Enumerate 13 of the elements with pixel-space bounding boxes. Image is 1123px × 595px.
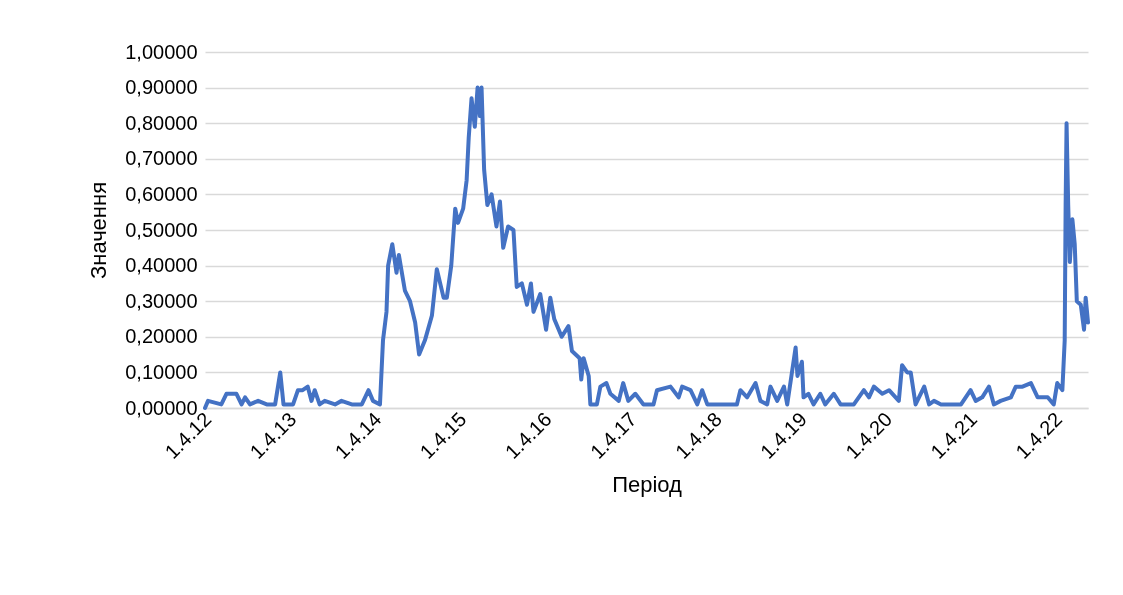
x-axis-title: Період bbox=[612, 471, 683, 497]
y-tick-label: 1,00000 bbox=[125, 40, 198, 63]
y-tick-label: 0,80000 bbox=[125, 111, 198, 134]
line-series bbox=[203, 85, 1090, 410]
y-tick-label: 0,90000 bbox=[125, 76, 198, 99]
y-tick-label: 0,70000 bbox=[125, 147, 198, 170]
y-tick-label: 0,50000 bbox=[125, 218, 198, 241]
y-tick-label: 0,60000 bbox=[125, 182, 198, 205]
y-tick-label: 0,20000 bbox=[125, 325, 198, 348]
y-tick-label: 0,10000 bbox=[125, 360, 198, 383]
y-tick-label: 0,40000 bbox=[125, 254, 198, 277]
y-tick-label: 0,30000 bbox=[125, 289, 198, 312]
y-axis-title: Значення bbox=[86, 181, 112, 280]
